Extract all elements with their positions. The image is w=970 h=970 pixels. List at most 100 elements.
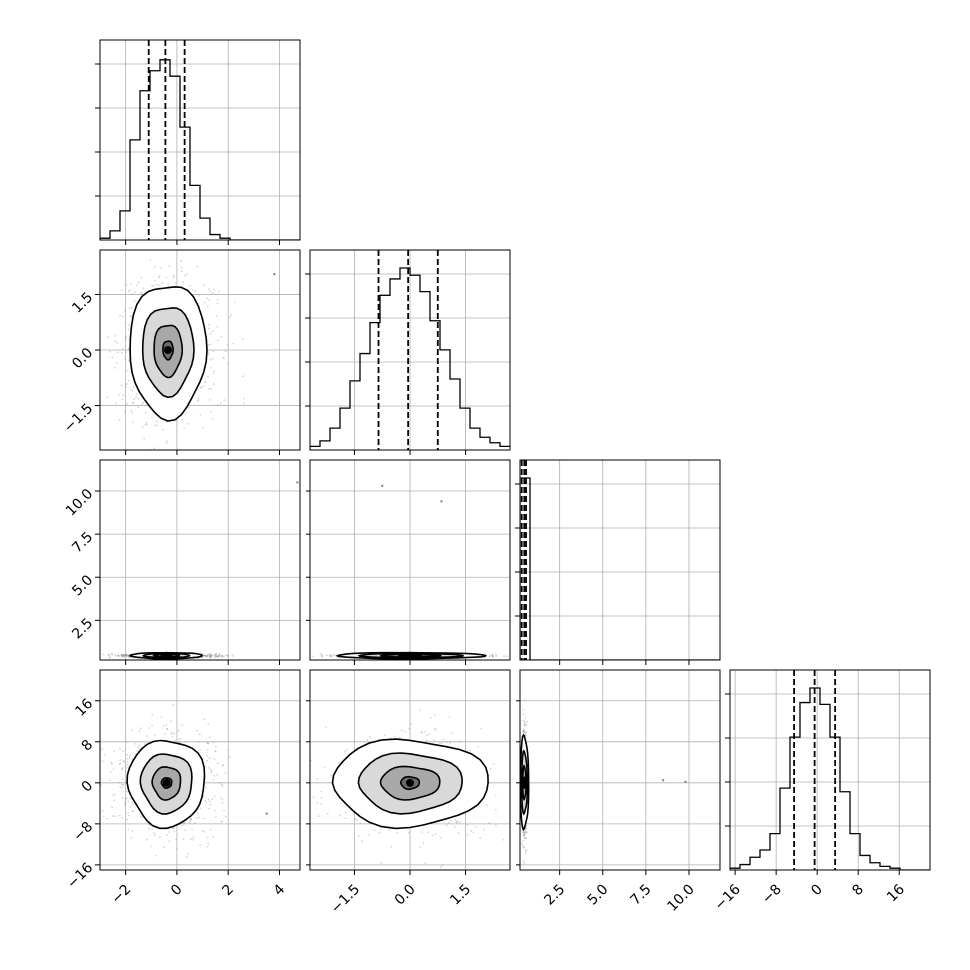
scatter-point (209, 655, 212, 658)
scatter-point (194, 822, 196, 824)
scatter-point (126, 753, 129, 756)
y-tick-label: 8 (79, 737, 97, 755)
scatter-point (422, 842, 425, 844)
scatter-point (218, 653, 221, 656)
scatter-point (109, 350, 111, 353)
scatter-point (312, 796, 315, 799)
scatter-point (125, 654, 128, 657)
contour-line (129, 286, 208, 422)
panel-frame (99, 459, 301, 661)
scatter-point (126, 655, 128, 657)
scatter-point (146, 423, 149, 426)
scatter-point (218, 655, 221, 657)
scatter-point (318, 815, 320, 817)
scatter-point (109, 779, 111, 781)
scatter-point (408, 727, 411, 730)
scatter-point (135, 284, 138, 286)
scatter-point (211, 292, 214, 294)
scatter-point (214, 656, 216, 659)
scatter-point (316, 801, 319, 804)
contour-line (160, 654, 173, 657)
contour-line (139, 753, 193, 815)
scatter-point (113, 750, 115, 752)
scatter-point (168, 831, 171, 833)
scatter-point (121, 653, 124, 656)
scatter-point (482, 828, 485, 831)
scatter-point (196, 811, 199, 814)
scatter-point (456, 820, 459, 823)
scatter-point (108, 656, 111, 659)
scatter-point (571, 785, 573, 787)
scatter-point (525, 731, 528, 733)
scatter-point (113, 799, 116, 802)
scatter-point (143, 742, 146, 745)
scatter-point (523, 731, 525, 734)
scatter-point (206, 742, 209, 744)
plot-area (102, 481, 299, 660)
contour-lines (128, 652, 204, 660)
scatter-point (204, 654, 207, 657)
scatter-point (158, 276, 160, 278)
scatter-point (121, 654, 124, 657)
scatter-point (159, 266, 162, 269)
scatter-point (206, 749, 209, 752)
scatter-point (101, 748, 104, 750)
scatter-point (115, 362, 118, 365)
scatter-point (201, 829, 204, 832)
scatter-point (206, 305, 209, 307)
scatter-point (356, 819, 358, 822)
scatter-point (495, 654, 497, 656)
contour-line (153, 324, 184, 379)
scatter-point (172, 276, 175, 279)
scatter-point (206, 836, 209, 839)
scatter-point (466, 834, 469, 836)
scatter-point (156, 420, 158, 423)
scatter-point (123, 653, 126, 656)
scatter-point (204, 765, 207, 768)
scatter-point (220, 796, 222, 799)
scatter-point (131, 411, 133, 414)
scatter-point (445, 824, 448, 827)
histogram-step (310, 267, 510, 450)
scatter-point (110, 771, 112, 774)
scatter-point (215, 314, 218, 317)
scatter-point (480, 727, 483, 730)
scatter-point (150, 845, 153, 848)
scatter-point (189, 817, 192, 820)
scatter-point (242, 338, 244, 340)
scatter-point (156, 424, 158, 427)
scatter-point (124, 337, 127, 339)
scatter-point (202, 426, 204, 429)
scatter-point (131, 402, 134, 405)
grid (520, 670, 720, 870)
outlier-point (440, 500, 443, 503)
scatter-point (191, 828, 193, 831)
plot-content (520, 699, 687, 865)
scatter-point (207, 842, 210, 845)
scatter-point (122, 778, 124, 781)
scatter-point (186, 273, 188, 276)
scatter-point (208, 653, 211, 655)
contour-line (128, 652, 204, 660)
scatter-point (218, 653, 221, 656)
scatter-point (224, 771, 227, 774)
scatter-point (399, 736, 401, 739)
scatter-point (182, 281, 185, 284)
scatter-point (199, 733, 201, 736)
scatter-point (468, 749, 471, 752)
scatter-point (162, 428, 164, 431)
scatter-point (141, 426, 144, 429)
scatter-point (383, 734, 386, 737)
scatter-point (125, 383, 127, 386)
scatter-point (113, 793, 116, 796)
scatter-point (124, 351, 127, 354)
scatter-point (205, 801, 208, 804)
plot-content (100, 703, 268, 858)
scatter-point (122, 784, 124, 786)
scatter-point (197, 396, 200, 399)
scatter-point (209, 358, 212, 361)
contour-line (152, 653, 181, 658)
scatter-point (212, 655, 214, 657)
scatter-point (122, 654, 124, 657)
scatter-point (424, 730, 426, 733)
